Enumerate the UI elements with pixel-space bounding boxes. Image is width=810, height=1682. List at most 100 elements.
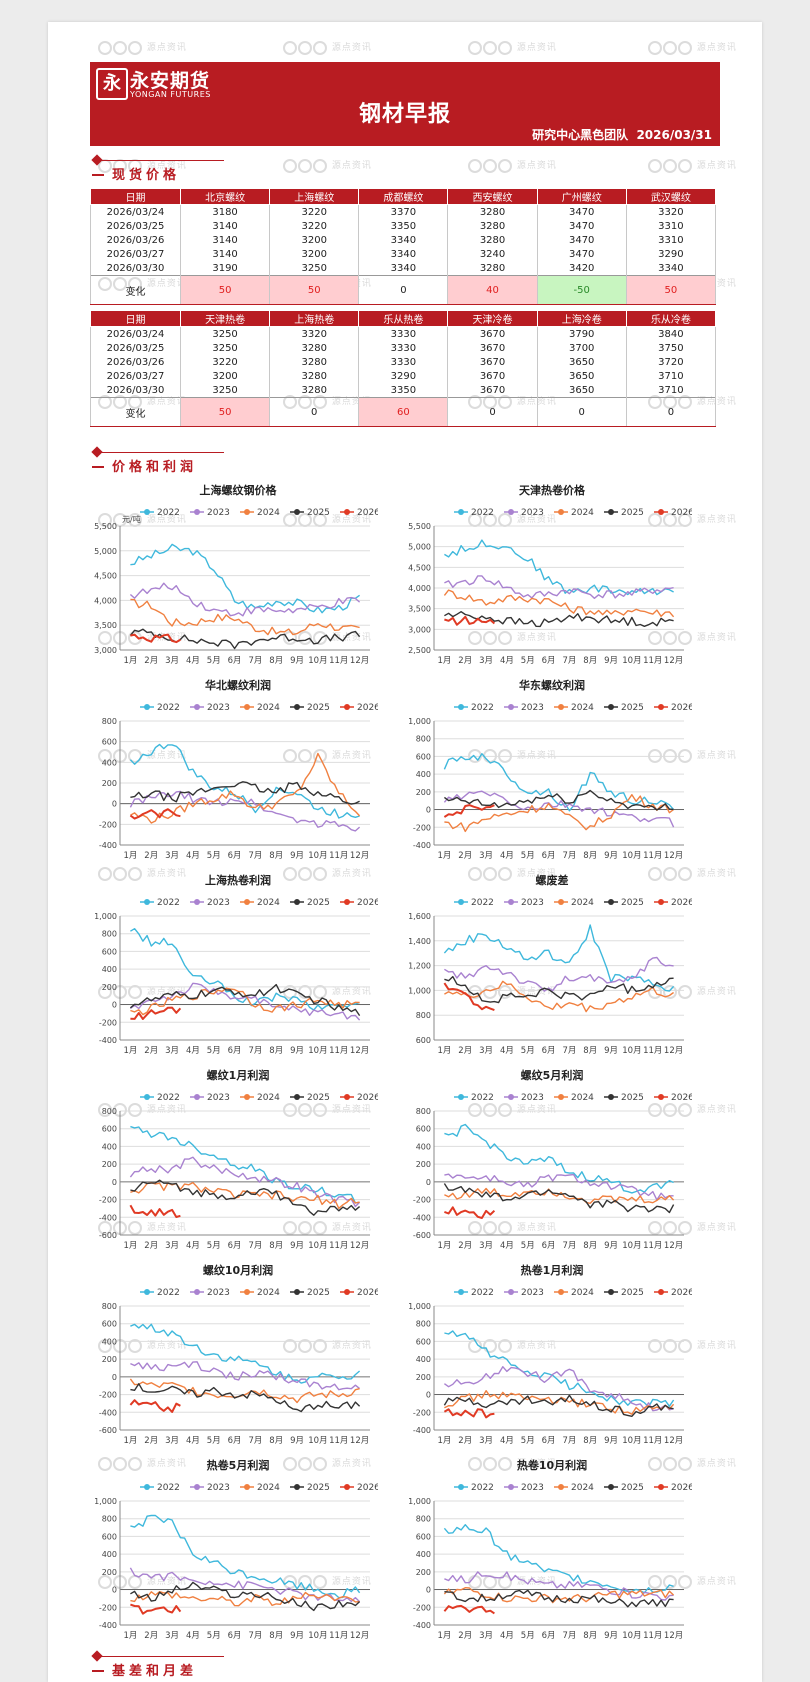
price-cell: 3240	[447, 247, 538, 261]
chart: 上海热卷利润 2022 2023 2024 2025 2026 -400 -200 0 200 40…	[78, 872, 378, 1062]
price-cell: 3140	[179, 219, 271, 233]
x-tick-label: 9月	[604, 1631, 618, 1641]
x-tick-label: 12月	[664, 656, 683, 666]
legend-entry: 2022	[140, 1093, 180, 1103]
legend-marker-icon	[294, 1094, 300, 1100]
legend-entry: 2024	[554, 1483, 594, 1493]
watermark: 源点资讯	[648, 1102, 737, 1117]
x-tick-label: 1月	[123, 851, 137, 861]
watermark-text: 源点资讯	[516, 161, 557, 171]
date-cell: 2026/03/30	[90, 261, 181, 276]
legend-entry: 2023	[504, 1483, 544, 1493]
y-tick-label: 800	[416, 1320, 431, 1329]
legend-marker-icon	[144, 899, 150, 905]
watermark-text: 源点资讯	[146, 751, 187, 761]
legend-label: 2025	[621, 508, 644, 518]
date-cell: 2026/03/25	[90, 219, 181, 233]
legend-entry: 2023	[190, 1093, 230, 1103]
series-line-2022	[443, 752, 675, 812]
section-rule	[98, 1656, 224, 1657]
legend-label: 2025	[621, 1093, 644, 1103]
date-cell: 2026/03/27	[90, 369, 181, 383]
legend-label: 2026	[357, 703, 378, 713]
watermark-text: 源点资讯	[696, 1105, 737, 1115]
date-cell: 2026/03/24	[90, 204, 181, 219]
legend-marker-icon	[344, 509, 350, 515]
series-line-2022	[444, 1330, 675, 1408]
logo-text-en: YONGAN FUTURES	[130, 90, 211, 99]
price-cell: 3470	[536, 204, 627, 219]
legend-label: 2022	[471, 1483, 494, 1493]
legend-label: 2025	[621, 1288, 644, 1298]
series-line-2023	[444, 575, 674, 600]
legend-marker-icon	[608, 1484, 614, 1490]
legend-label: 2025	[307, 1483, 330, 1493]
watermark-text: 源点资讯	[516, 633, 557, 643]
x-tick-label: 11月	[329, 1631, 348, 1641]
column-header: 上海螺纹	[269, 188, 360, 205]
x-tick-label: 3月	[479, 851, 493, 861]
chart: 华北螺纹利润 2022 2023 2024 2025 2026 -400 -200 0 200 40…	[78, 677, 378, 867]
series-line-2025	[130, 781, 360, 805]
y-tick-label: 3,000	[408, 625, 431, 634]
column-header: 上海热卷	[269, 310, 360, 327]
table-row: 2026/03/25 3250 3280 3330 3670 3700 3750	[90, 341, 717, 355]
watermark-logo-icon	[468, 1456, 517, 1471]
legend-entry: 2026	[654, 508, 692, 518]
y-tick-label: 4,000	[94, 596, 117, 605]
section-basis: 基差和月差	[90, 1650, 730, 1679]
change-cell: 0	[269, 397, 360, 427]
chart: 热卷1月利润 2022 2023 2024 2025 2026 -400 -200 0 200 40…	[392, 1262, 692, 1452]
watermark: 源点资讯	[98, 1456, 187, 1471]
legend-label: 2022	[157, 1288, 180, 1298]
legend-marker-icon	[194, 1094, 200, 1100]
watermark-text: 源点资讯	[516, 1105, 557, 1115]
watermark: 源点资讯	[648, 1574, 737, 1589]
series-line-2026	[130, 1603, 182, 1615]
price-cell: 3280	[269, 355, 360, 369]
legend-entry: 2022	[454, 898, 494, 908]
watermark-text: 源点资讯	[146, 1341, 187, 1351]
legend-label: 2022	[157, 1093, 180, 1103]
watermark-text: 源点资讯	[696, 987, 737, 997]
legend-entry: 2022	[454, 1288, 494, 1298]
x-tick-label: 8月	[583, 851, 597, 861]
column-header: 天津冷卷	[447, 310, 538, 327]
column-header: 成都螺纹	[358, 188, 449, 205]
chart: 热卷10月利润 2022 2023 2024 2025 2026 -400 -200 0 200 4…	[392, 1457, 692, 1647]
watermark-text: 源点资讯	[331, 1223, 372, 1233]
watermark-text: 源点资讯	[331, 633, 372, 643]
y-tick-label: 400	[416, 1142, 431, 1151]
legend-entry: 2022	[454, 508, 494, 518]
change-cell: 40	[447, 275, 538, 305]
x-tick-label: 3月	[479, 1046, 493, 1056]
x-tick-label: 4月	[186, 656, 200, 666]
chart-svg: 热卷5月利润 2022 2023 2024 2025 2026 -400 -200 0 200 40…	[94, 1458, 378, 1641]
watermark: 源点资讯	[283, 158, 372, 173]
watermark: 源点资讯	[98, 866, 187, 881]
legend-entry: 2025	[290, 1483, 330, 1493]
series-line-2022	[443, 1523, 674, 1594]
team-name: 研究中心黑色团队	[532, 128, 629, 142]
legend-entry: 2023	[504, 898, 544, 908]
series-line-2025	[129, 628, 361, 650]
y-tick-label: 0	[112, 1178, 117, 1187]
legend-entry: 2024	[240, 898, 280, 908]
x-tick-label: 5月	[521, 851, 535, 861]
x-tick-label: 7月	[562, 1436, 576, 1446]
table-row: 2026/03/25 3140 3220 3350 3280 3470 3310	[90, 219, 717, 233]
legend-marker-icon	[508, 1484, 514, 1490]
series-line-2025	[130, 1382, 361, 1413]
legend-marker-icon	[194, 704, 200, 710]
y-tick-label: -200	[413, 1408, 431, 1417]
price-cell: 3420	[536, 261, 627, 276]
x-tick-label: 11月	[643, 1436, 662, 1446]
x-tick-label: 11月	[643, 1241, 662, 1251]
y-tick-label: 4,500	[408, 563, 431, 572]
watermark: 源点资讯	[98, 40, 187, 55]
legend-entry: 2026	[654, 1483, 692, 1493]
y-tick-label: 200	[102, 1160, 117, 1169]
watermark-text: 源点资讯	[146, 1223, 187, 1233]
series-line-2026	[129, 1399, 181, 1413]
x-tick-label: 6月	[542, 1241, 556, 1251]
